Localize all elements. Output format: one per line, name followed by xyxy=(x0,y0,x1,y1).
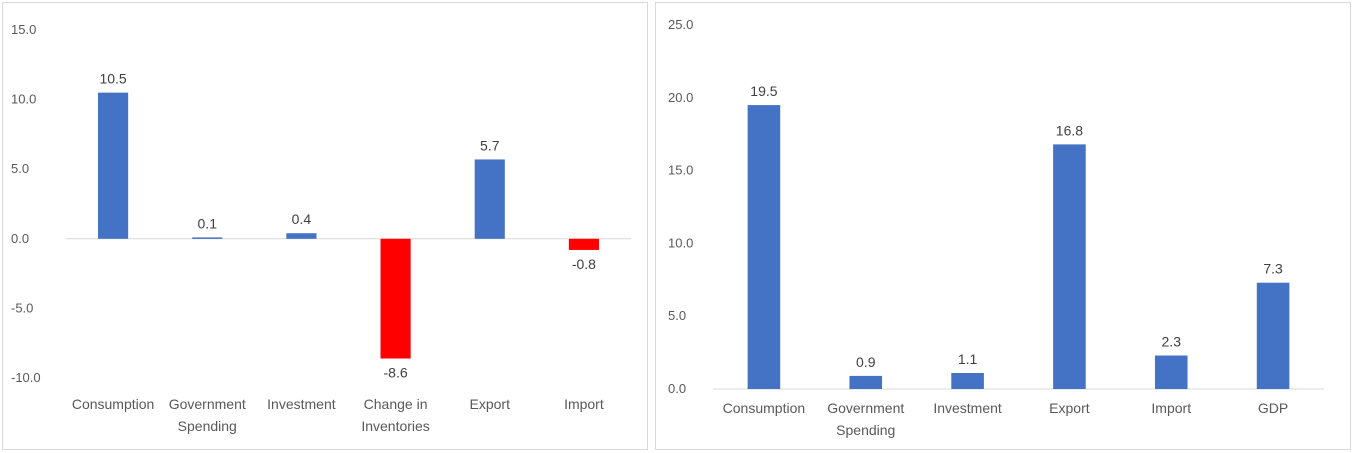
data-label: 0.4 xyxy=(292,211,312,227)
category-label: Investment xyxy=(933,400,1002,416)
y-tick-label: 15.0 xyxy=(11,22,36,37)
bar xyxy=(1053,144,1086,389)
data-label: 10.5 xyxy=(99,71,126,87)
data-label: 1.1 xyxy=(958,351,978,367)
y-tick-label: 5.0 xyxy=(668,308,686,323)
bar xyxy=(192,237,223,239)
y-tick-label: 0.0 xyxy=(668,381,686,396)
y-tick-label: 5.0 xyxy=(11,161,29,176)
category-label: Inventories xyxy=(361,418,429,434)
data-label: -0.8 xyxy=(572,256,596,272)
data-label: 16.8 xyxy=(1056,122,1083,138)
data-label: 7.3 xyxy=(1263,261,1283,277)
bar xyxy=(380,238,411,359)
bar xyxy=(849,375,883,389)
category-label: Government xyxy=(169,396,246,412)
category-label: Change in xyxy=(364,396,428,412)
data-label: 19.5 xyxy=(750,83,777,99)
category-label: Spending xyxy=(836,422,895,438)
bar xyxy=(1256,282,1290,389)
y-tick-label: -5.0 xyxy=(11,300,33,315)
y-tick-label: -10.0 xyxy=(11,370,41,385)
bar xyxy=(286,233,317,239)
bar xyxy=(98,92,129,239)
data-label: 2.3 xyxy=(1162,334,1182,350)
category-label: Government xyxy=(827,400,904,416)
bar xyxy=(747,105,781,389)
category-label: Investment xyxy=(267,396,336,412)
category-label: GDP xyxy=(1258,400,1288,416)
data-label: 0.9 xyxy=(856,354,876,370)
data-label: 0.1 xyxy=(198,215,218,231)
y-tick-label: 25.0 xyxy=(668,17,693,32)
data-label: 5.7 xyxy=(480,137,500,153)
y-tick-label: 10.0 xyxy=(668,235,693,250)
category-label: Consumption xyxy=(723,400,806,416)
data-label: -8.6 xyxy=(384,365,408,381)
y-tick-label: 10.0 xyxy=(11,92,36,107)
chart-panel-right: 25.0 20.0 15.0 10.0 5.0 0.0 19.5 Consumption 0.9… xyxy=(655,2,1351,450)
category-label: Export xyxy=(1049,400,1090,416)
y-tick-label: 20.0 xyxy=(668,90,693,105)
y-tick-label: 0.0 xyxy=(11,231,29,246)
category-label: Export xyxy=(470,396,511,412)
bar xyxy=(568,238,599,250)
bar-chart-right: 25.0 20.0 15.0 10.0 5.0 0.0 19.5 Consumption 0.9… xyxy=(668,17,1324,438)
bar-chart-left: 15.0 10.0 5.0 0.0 -5.0 -10.0 10.5 Consumption 0.… xyxy=(11,22,631,434)
bar xyxy=(474,159,505,239)
y-tick-label: 15.0 xyxy=(668,163,693,178)
bar xyxy=(1154,355,1188,389)
category-label: Import xyxy=(564,396,604,412)
bar xyxy=(951,372,984,389)
category-label: Import xyxy=(1151,400,1191,416)
category-label: Consumption xyxy=(72,396,155,412)
chart-panel-left: 15.0 10.0 5.0 0.0 -5.0 -10.0 10.5 Consumption 0.… xyxy=(2,2,648,450)
category-label: Spending xyxy=(178,418,237,434)
